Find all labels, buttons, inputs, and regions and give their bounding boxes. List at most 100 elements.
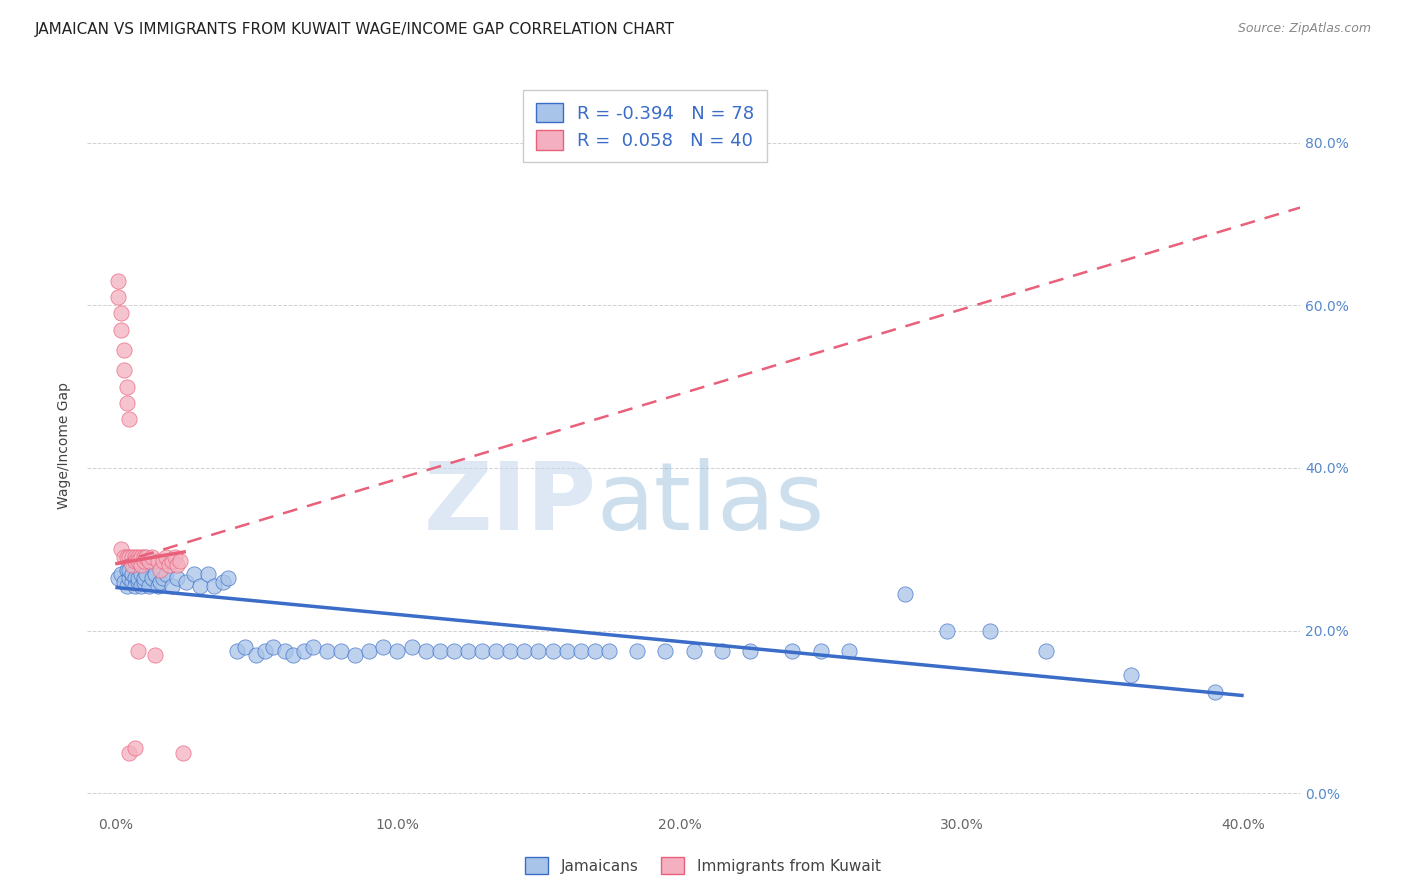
Point [301, 640, 323, 654]
Point [132, 571, 155, 585]
Point [127, 550, 149, 565]
Point [281, 648, 304, 662]
Point [115, 396, 138, 410]
Point [344, 648, 367, 662]
Point [121, 550, 143, 565]
Legend: R = -0.394   N = 78, R =  0.058   N = 40: R = -0.394 N = 78, R = 0.058 N = 40 [523, 90, 768, 162]
Point [110, 566, 132, 581]
Point [443, 644, 465, 658]
Point [132, 554, 155, 568]
Point [583, 644, 606, 658]
Point [138, 554, 160, 568]
Point [112, 550, 135, 565]
Point [124, 579, 146, 593]
Point [107, 274, 129, 288]
Point [183, 566, 205, 581]
Point [155, 566, 177, 581]
Point [135, 550, 157, 565]
Text: Source: ZipAtlas.com: Source: ZipAtlas.com [1237, 22, 1371, 36]
Point [626, 644, 648, 658]
Point [152, 571, 174, 585]
Point [143, 648, 166, 662]
Point [129, 550, 152, 565]
Point [782, 644, 804, 658]
Point [415, 644, 437, 658]
Point [110, 542, 132, 557]
Point [292, 644, 315, 658]
Point [245, 648, 267, 662]
Point [166, 571, 188, 585]
Text: ZIP: ZIP [423, 458, 596, 550]
Point [936, 624, 959, 638]
Point [1119, 668, 1142, 682]
Point [129, 558, 152, 573]
Point [471, 644, 494, 658]
Text: JAMAICAN VS IMMIGRANTS FROM KUWAIT WAGE/INCOME GAP CORRELATION CHART: JAMAICAN VS IMMIGRANTS FROM KUWAIT WAGE/… [35, 22, 675, 37]
Point [115, 550, 138, 565]
Point [132, 550, 155, 565]
Point [710, 644, 733, 658]
Point [457, 644, 479, 658]
Point [163, 550, 186, 565]
Point [118, 746, 141, 760]
Point [979, 624, 1001, 638]
Point [157, 558, 180, 573]
Point [316, 644, 339, 658]
Point [188, 579, 211, 593]
Point [132, 574, 155, 589]
Point [141, 550, 163, 565]
Point [166, 558, 188, 573]
Point [541, 644, 564, 658]
Point [127, 644, 149, 658]
Point [152, 554, 174, 568]
Point [112, 363, 135, 377]
Point [124, 550, 146, 565]
Point [146, 554, 169, 568]
Point [373, 640, 395, 654]
Point [129, 579, 152, 593]
Point [172, 746, 194, 760]
Point [387, 644, 409, 658]
Point [124, 571, 146, 585]
Point [569, 644, 592, 658]
Point [429, 644, 451, 658]
Point [135, 566, 157, 581]
Point [253, 644, 276, 658]
Point [225, 644, 247, 658]
Text: atlas: atlas [596, 458, 825, 550]
Point [555, 644, 578, 658]
Point [127, 554, 149, 568]
Point [149, 574, 172, 589]
Point [129, 566, 152, 581]
Point [598, 644, 620, 658]
Point [118, 412, 141, 426]
Legend: Jamaicans, Immigrants from Kuwait: Jamaicans, Immigrants from Kuwait [519, 851, 887, 880]
Point [146, 579, 169, 593]
Point [810, 644, 832, 658]
Point [110, 322, 132, 336]
Point [149, 562, 172, 576]
Point [654, 644, 676, 658]
Point [211, 574, 233, 589]
Point [118, 550, 141, 565]
Point [141, 571, 163, 585]
Point [330, 644, 353, 658]
Point [217, 571, 239, 585]
Point [160, 554, 183, 568]
Point [121, 574, 143, 589]
Point [112, 574, 135, 589]
Point [118, 562, 141, 576]
Point [359, 644, 381, 658]
Point [233, 640, 256, 654]
Point [197, 566, 219, 581]
Point [121, 566, 143, 581]
Point [499, 644, 522, 658]
Y-axis label: Wage/Income Gap: Wage/Income Gap [58, 382, 72, 509]
Point [121, 558, 143, 573]
Point [124, 554, 146, 568]
Point [160, 579, 183, 593]
Point [262, 640, 284, 654]
Point [202, 579, 225, 593]
Point [115, 562, 138, 576]
Point [115, 379, 138, 393]
